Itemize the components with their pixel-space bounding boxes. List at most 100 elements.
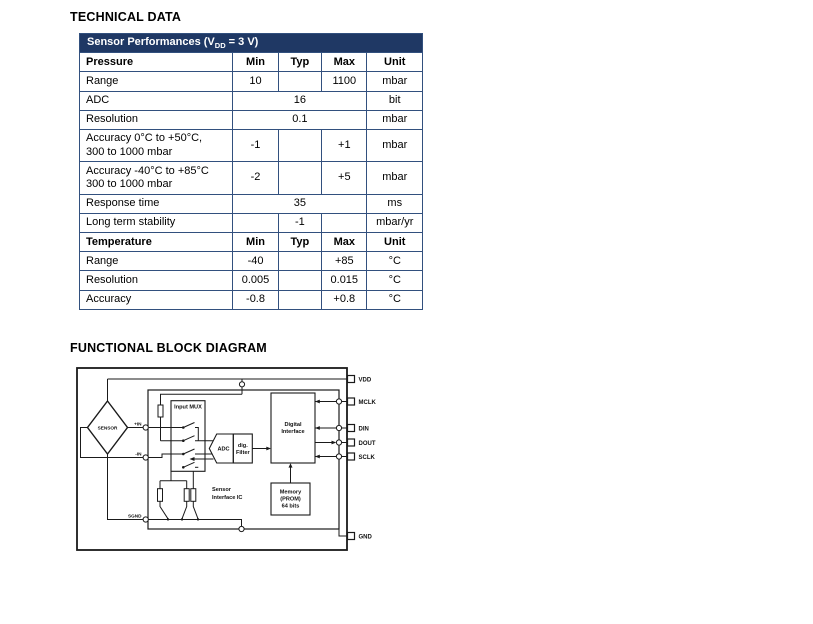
- table-cell: 0.015: [321, 270, 368, 291]
- sclk-pad-icon: [346, 452, 356, 461]
- table-cell: 16: [232, 90, 368, 111]
- table-cell: [277, 161, 323, 195]
- table-title-row: Sensor Performances (VDD = 3 V): [79, 32, 423, 54]
- table-cell: -2: [232, 161, 279, 195]
- table-cell: bit: [366, 90, 423, 111]
- vdd-pin-label: VDD: [359, 378, 372, 384]
- functional-block-diagram: SENSOR Input MUX ADC dig. Filter Digital…: [76, 367, 377, 551]
- table-cell: -1: [277, 212, 323, 234]
- table-cell: Resolution: [78, 109, 234, 130]
- adc-label: ADC: [217, 447, 229, 453]
- mclk-pin-label: MCLK: [359, 400, 377, 406]
- gnd-pin-label: GND: [359, 535, 373, 541]
- input-mux-label: Input MUX: [174, 405, 202, 411]
- digital-filter-block: [232, 433, 253, 464]
- gnd-pad-icon: [346, 531, 356, 541]
- table-cell: [277, 289, 323, 310]
- table-cell: °C: [366, 289, 423, 310]
- table-cell: +5: [321, 161, 368, 195]
- table-cell: °C: [366, 270, 423, 291]
- vdd-subscript: DD: [214, 41, 226, 51]
- table-cell: [277, 251, 323, 272]
- din-pin-label: DIN: [359, 427, 369, 433]
- table-cell: Temperature: [78, 232, 234, 253]
- table-cell: [232, 212, 279, 234]
- table-cell: +85: [321, 251, 368, 272]
- arrowheads: [189, 399, 337, 468]
- table-cell: 1100: [321, 71, 368, 92]
- memory-prom-block: [270, 482, 311, 516]
- table-cell: Max: [321, 232, 368, 253]
- table-cell: -40: [232, 251, 279, 272]
- input-mux-block: [170, 400, 206, 472]
- table-cell: [321, 212, 368, 234]
- table-title: Sensor Performances (VDD = 3 V): [79, 32, 423, 54]
- table-cell: Min: [232, 52, 279, 73]
- table-row: Long term stability -1 mbar/yr: [78, 212, 423, 234]
- vdd-pad-icon: [346, 374, 356, 384]
- table-cell: -0.8: [232, 289, 279, 310]
- table-cell: mbar/yr: [366, 212, 423, 234]
- table-cell: Unit: [366, 232, 423, 253]
- junction-dots: [166, 426, 200, 521]
- digital-interface-block: [270, 392, 316, 464]
- dout-pin-label: DOUT: [359, 441, 376, 447]
- table-cell: Response time: [78, 193, 234, 214]
- pin-vdd: VDD: [346, 374, 372, 384]
- sensor-label: SENSOR: [98, 425, 118, 430]
- din-pad-icon: [346, 423, 356, 433]
- table-cell: Range: [78, 71, 234, 92]
- table-cell: 10: [232, 71, 279, 92]
- mclk-pad-icon: [346, 397, 356, 406]
- table-row: Accuracy 0°C to +50°C, 300 to 1000 mbar -1…: [78, 128, 423, 163]
- table-cell: 35: [232, 193, 368, 214]
- table-cell: [277, 128, 323, 163]
- table-row: Response time 35 ms: [78, 193, 423, 214]
- table-header-row: Temperature Min Typ Max Unit: [78, 232, 423, 253]
- table-cell: Long term stability: [78, 212, 234, 234]
- digital-interface-label-line2: Interface: [281, 429, 304, 435]
- ic-caption-line2: Interface IC: [212, 495, 242, 501]
- table-cell: mbar: [366, 128, 423, 163]
- table-cell: [277, 270, 323, 291]
- table-cell: mbar: [366, 161, 423, 195]
- pin-sclk: SCLK: [346, 452, 376, 461]
- memory-label-line1: Memory: [280, 490, 302, 496]
- pin-gnd: GND: [346, 531, 373, 541]
- section-heading-technical-data: TECHNICAL DATA: [70, 10, 182, 24]
- resistors: [157, 404, 197, 502]
- table-row: Range 10 1100 mbar: [78, 71, 423, 92]
- ic-caption-line1: Sensor: [212, 487, 232, 493]
- table-cell: 0.005: [232, 270, 279, 291]
- table-cell: Max: [321, 52, 368, 73]
- pin-din: DIN: [346, 423, 369, 433]
- pin-mclk: MCLK: [346, 397, 377, 406]
- digital-interface-label-line1: Digital: [284, 422, 302, 428]
- table-cell: -1: [232, 128, 279, 163]
- table-row: Resolution 0.005 0.015 °C: [78, 270, 423, 291]
- table-cell: °C: [366, 251, 423, 272]
- table-cell: Accuracy 0°C to +50°C, 300 to 1000 mbar: [78, 128, 234, 163]
- table-cell: Range: [78, 251, 234, 272]
- section-heading-block-diagram: FUNCTIONAL BLOCK DIAGRAM: [70, 341, 267, 355]
- table-cell: Unit: [366, 52, 423, 73]
- table-cell: Accuracy: [78, 289, 234, 310]
- table-cell: Typ: [277, 52, 323, 73]
- digital-filter-label-line1: dig.: [238, 443, 248, 449]
- table-cell: mbar: [366, 71, 423, 92]
- table-row: ADC 16 bit: [78, 90, 423, 111]
- table-cell: ADC: [78, 90, 234, 111]
- table-cell: Accuracy -40°C to +85°C 300 to 1000 mbar: [78, 161, 234, 195]
- sensor-bridge: [86, 399, 129, 456]
- table-row: Accuracy -0.8 +0.8 °C: [78, 289, 423, 310]
- table-cell: 0.1: [232, 109, 368, 130]
- sgnd-label: SGND: [128, 514, 142, 519]
- table-header-row: Pressure Min Typ Max Unit: [78, 52, 423, 73]
- table-cell: +0.8: [321, 289, 368, 310]
- table-cell: +1: [321, 128, 368, 163]
- circle-nodes: [142, 381, 343, 533]
- table-cell: Pressure: [78, 52, 234, 73]
- pin-dout: DOUT: [346, 438, 376, 447]
- table-cell: [277, 71, 323, 92]
